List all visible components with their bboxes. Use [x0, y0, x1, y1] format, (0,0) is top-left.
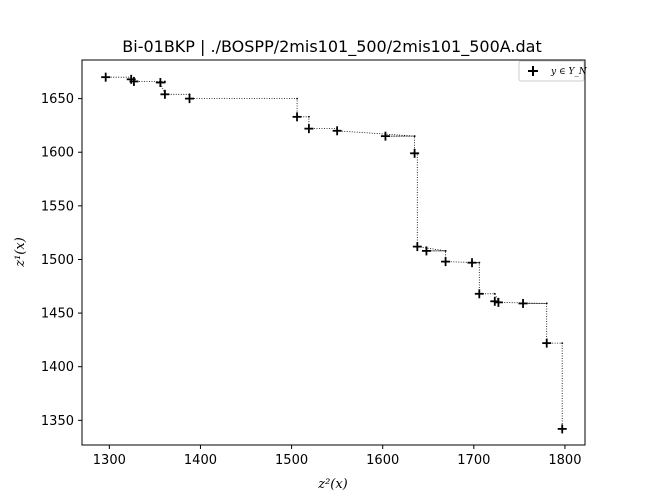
data-point-6 [185, 94, 195, 104]
y-axis-ticks: 1350 1400 1450 1500 1550 1600 1650 [41, 92, 82, 429]
data-point-7 [292, 112, 302, 122]
data-point-4 [155, 78, 165, 88]
x-tick-label: 1400 [184, 453, 217, 468]
y-tick-label: 1600 [41, 146, 74, 161]
y-tick-label: 1550 [41, 199, 74, 214]
data-point-21 [557, 424, 567, 434]
frontier-vertex [493, 292, 496, 295]
data-point-12 [412, 242, 422, 252]
y-axis-label: z¹(x) [13, 237, 28, 268]
frontier-vertex [413, 135, 416, 138]
y-tick-label: 1400 [41, 360, 74, 375]
x-axis-label: z²(x) [317, 477, 348, 492]
y-tick-label: 1650 [41, 92, 74, 107]
data-point-14 [441, 257, 451, 267]
legend-box [518, 60, 585, 82]
frontier-line [105, 76, 563, 429]
x-tick-label: 1600 [366, 453, 399, 468]
data-point-11 [410, 148, 420, 158]
y-tick-label: 1500 [41, 253, 74, 268]
data-point-9 [332, 126, 342, 136]
data-point-13 [421, 246, 431, 256]
legend: y ∈ Y_N [518, 60, 588, 82]
x-tick-label: 1700 [457, 453, 490, 468]
data-points [101, 72, 567, 434]
data-point-16 [474, 289, 484, 299]
chart-title: Bi-01BKP | ./BOSPP/2mis101_500/2mis101_5… [122, 37, 541, 57]
x-tick-label: 1500 [275, 453, 308, 468]
data-point-8 [304, 124, 314, 134]
frontier-vertex [444, 250, 447, 252]
data-point-1 [101, 72, 111, 82]
data-point-3 [129, 76, 139, 86]
frontier-vertex [478, 261, 481, 264]
y-tick-label: 1450 [41, 307, 74, 322]
frontier-vertex [308, 115, 310, 118]
data-point-19 [518, 298, 528, 308]
frontier-vertex [561, 342, 564, 344]
legend-label: y ∈ Y_N [550, 67, 588, 77]
data-point-5 [160, 89, 170, 99]
data-point-10 [380, 131, 390, 141]
frontier-vertex [296, 97, 298, 100]
y-tick-label: 1350 [41, 414, 74, 429]
x-tick-label: 1800 [548, 453, 581, 468]
data-point-18 [493, 297, 503, 307]
data-point-15 [467, 258, 477, 268]
frontier-lines [104, 76, 564, 430]
x-axis-ticks: 1300 1400 1500 1600 1700 1800 [93, 445, 581, 468]
frontier-vertex [545, 302, 548, 305]
legend-marker [528, 66, 538, 76]
plot-frame [81, 59, 586, 446]
data-point-20 [542, 338, 552, 348]
x-tick-label: 1300 [93, 453, 126, 468]
